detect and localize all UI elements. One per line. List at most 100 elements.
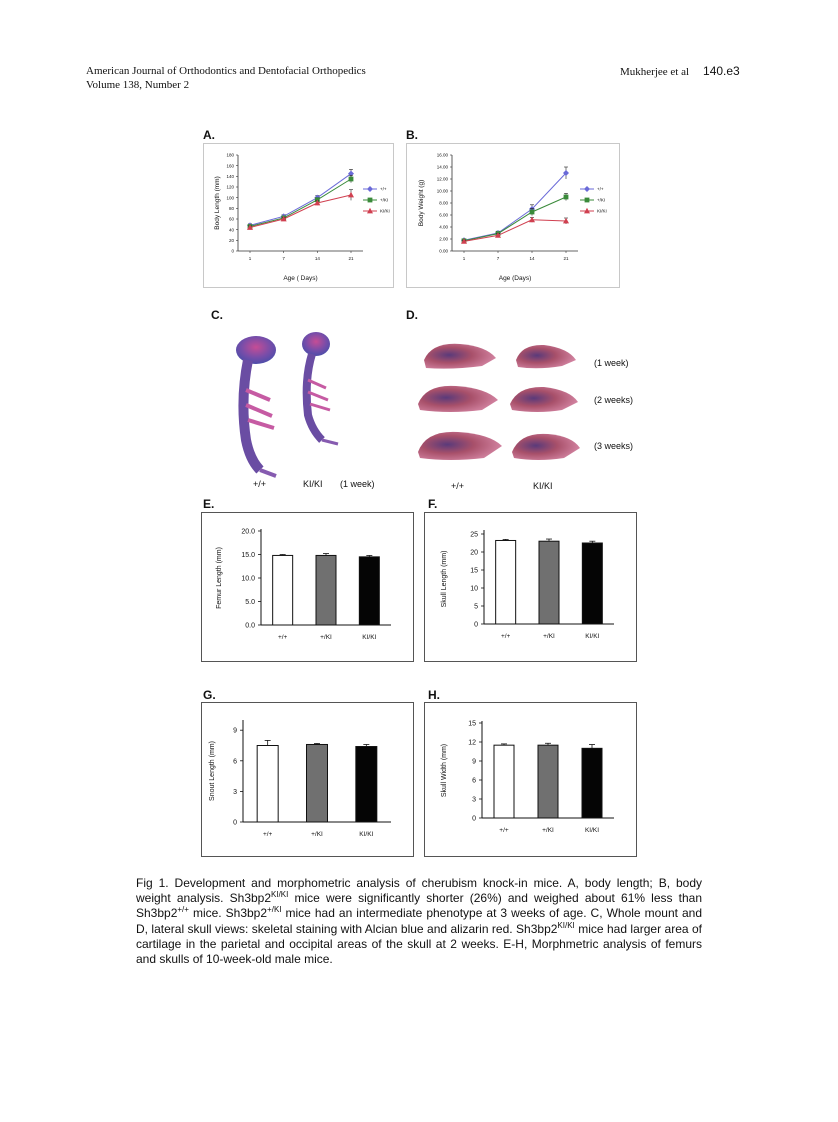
y-axis-title: Femur Length (mm) — [216, 547, 223, 609]
caption-sup-3: +/KI — [267, 905, 282, 915]
y-axis-title: Body Length (mm) — [214, 176, 221, 229]
panel-letter-a: A. — [203, 128, 215, 142]
series-line — [463, 196, 567, 242]
y-tick-label: 8.00 — [439, 201, 448, 206]
y-axis-title: Snout Length (mm) — [209, 741, 216, 801]
bar-KI/KI — [358, 556, 380, 626]
caption-sup-1: KI/KI — [271, 890, 289, 900]
y-tick-label: 15.0 — [241, 552, 255, 559]
legend-marker — [584, 186, 590, 192]
category-label: +/+ — [278, 634, 288, 641]
y-tick-label: 9 — [472, 759, 476, 766]
y-tick-label: 120 — [226, 185, 234, 190]
category-label: +/+ — [263, 831, 273, 838]
legend-marker — [367, 197, 373, 203]
x-tick-label: 7 — [282, 256, 285, 261]
category-label: +/KI — [542, 827, 554, 834]
photo-label-c-age: (1 week) — [340, 479, 375, 489]
page-header-right: Mukherjee et al 140.e3 — [620, 64, 740, 79]
caption-text-2: mice were significantly shorter (26%) an… — [136, 891, 702, 921]
journal-volume: Volume 138, Number 2 — [86, 79, 190, 91]
category-label: +/KI — [320, 634, 332, 641]
caption-sup-4: KI/KI — [557, 920, 575, 930]
data-point — [348, 170, 354, 177]
y-tick-label: 160 — [226, 163, 234, 168]
chart-e-femur-length: 0.0 5.0 10.0 15.0 20.0 +/+ +/KI KI/KI Femur Leng… — [201, 512, 414, 662]
caption-text-4: mice had an intermediate phenotype at 3 … — [136, 906, 702, 936]
series-KI/KI: KI/KI — [461, 207, 607, 244]
caption-text-5: mice had larger area of cartilage in the… — [136, 921, 702, 967]
bar-+/KI — [315, 554, 337, 626]
y-tick-label: 5 — [474, 604, 478, 611]
panel-letter-g: G. — [203, 688, 216, 702]
photo-label-d-1w: (1 week) — [594, 358, 629, 368]
y-tick-label: 180 — [226, 153, 234, 158]
data-point — [495, 232, 501, 238]
whole-mount-skeleton-image — [236, 332, 339, 478]
bar-KI/KI — [355, 746, 378, 823]
data-point — [529, 216, 535, 223]
category-label: KI/KI — [585, 827, 599, 834]
photo-label-d-2w: (2 weeks) — [594, 395, 634, 405]
y-tick-label: 10.0 — [241, 576, 255, 583]
data-point — [348, 176, 354, 182]
chart-frame — [406, 143, 620, 288]
y-tick-label: 20 — [229, 238, 235, 243]
y-tick-label: 4.00 — [439, 225, 448, 230]
y-tick-label: 15 — [470, 568, 478, 575]
skull-row-2 — [418, 385, 578, 412]
legend-label: KI/KI — [597, 209, 607, 214]
figure-caption: Fig 1. Development and morphometric anal… — [136, 876, 702, 967]
chart-a-body-length: 0 20 40 60 80 100 120 140 160 180 1 7 14 21 Age ( Days… — [203, 143, 394, 288]
panel-letter-f: F. — [428, 497, 438, 511]
caption-text-1: Fig 1. Development and morphometric anal… — [136, 876, 702, 906]
y-tick-label: 0.00 — [439, 249, 448, 254]
data-point — [563, 170, 569, 176]
x-axis-title: Age (Days) — [499, 275, 532, 282]
data-point — [563, 217, 569, 224]
skull-row-1 — [424, 343, 576, 369]
y-axis-title: Skull Length (mm) — [441, 551, 448, 608]
y-tick-label: 0 — [474, 622, 478, 629]
y-tick-label: 140 — [226, 174, 234, 179]
bar-+/+ — [272, 554, 294, 626]
y-tick-label: 20 — [470, 550, 478, 557]
panel-letter-d: D. — [406, 308, 418, 322]
x-tick-label: 21 — [348, 256, 354, 261]
category-label: +/+ — [501, 633, 511, 640]
y-tick-label: 0 — [472, 816, 476, 823]
legend-marker — [584, 197, 590, 203]
journal-title: American Journal of Orthodontics and Den… — [86, 65, 366, 77]
y-tick-label: 6.00 — [439, 213, 448, 218]
legend-label: +/+ — [597, 187, 604, 192]
legend-marker — [367, 186, 373, 192]
panel-letter-e: E. — [203, 497, 215, 511]
y-tick-label: 40 — [229, 227, 235, 232]
y-tick-label: 2.00 — [439, 237, 448, 242]
series-line — [463, 172, 567, 241]
data-point — [314, 199, 321, 206]
skeleton-wt — [236, 336, 277, 478]
caption-sup-2: +/+ — [177, 905, 189, 915]
bar-+/+ — [495, 539, 517, 625]
legend-marker — [584, 207, 590, 214]
y-tick-label: 14.00 — [437, 165, 449, 170]
x-tick-label: 7 — [497, 256, 500, 261]
x-tick-label: 14 — [315, 256, 321, 261]
legend-label: +/+ — [380, 187, 387, 192]
series-KI/KI: KI/KI — [247, 189, 390, 230]
skeleton-ki — [302, 332, 339, 446]
y-tick-label: 3 — [233, 789, 237, 796]
y-tick-label: 10.00 — [437, 189, 449, 194]
y-tick-label: 10 — [470, 586, 478, 593]
lateral-skull-image — [418, 343, 580, 460]
caption-text-3: mice. Sh3bp2 — [188, 906, 268, 921]
chart-frame — [201, 512, 414, 662]
legend-label: KI/KI — [380, 209, 390, 214]
y-tick-label: 6 — [233, 758, 237, 765]
panel-letter-b: B. — [406, 128, 418, 142]
x-tick-label: 21 — [563, 256, 569, 261]
data-point — [461, 238, 467, 244]
bar-KI/KI — [581, 542, 603, 625]
y-axis-title: Body Weight (g) — [418, 180, 425, 226]
